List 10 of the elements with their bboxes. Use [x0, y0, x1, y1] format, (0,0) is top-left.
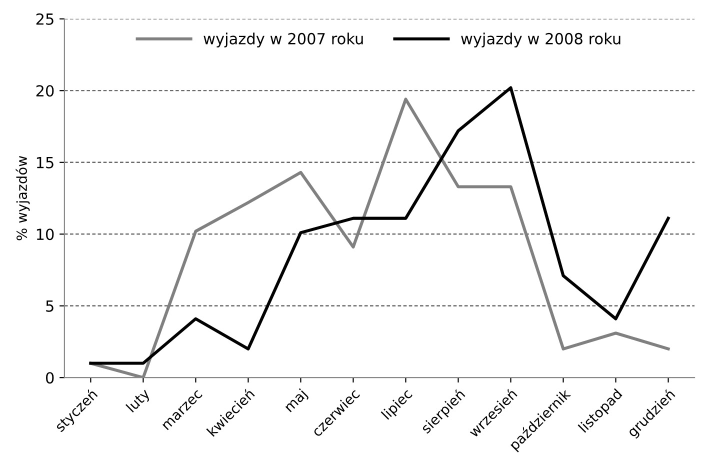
y-tick-label: 5 [46, 300, 54, 312]
legend-label: wyjazdy w 2008 roku [461, 32, 620, 48]
y-axis-title: % wyjazdów [16, 156, 30, 240]
x-tick-label: luty [126, 388, 152, 415]
legend-label: wyjazdy w 2007 roku [204, 32, 363, 48]
y-tick-label: 20 [36, 85, 54, 97]
y-tick-label: 15 [36, 157, 54, 168]
y-tick-label: 25 [36, 13, 54, 25]
y-tick-label: 0 [46, 372, 54, 384]
y-tick-label: 10 [36, 228, 54, 240]
